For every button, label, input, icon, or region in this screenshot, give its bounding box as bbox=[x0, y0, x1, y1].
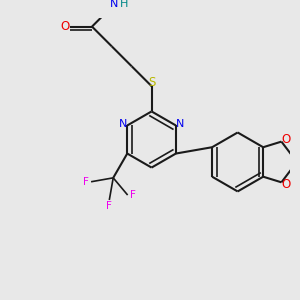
Text: O: O bbox=[281, 178, 291, 191]
Text: F: F bbox=[106, 201, 112, 211]
Text: F: F bbox=[130, 190, 136, 200]
Text: N: N bbox=[110, 0, 118, 9]
Text: N: N bbox=[119, 118, 128, 129]
Text: H: H bbox=[120, 0, 128, 9]
Text: O: O bbox=[281, 133, 291, 146]
Text: N: N bbox=[176, 118, 184, 129]
Text: F: F bbox=[82, 177, 88, 187]
Text: S: S bbox=[148, 76, 155, 89]
Text: O: O bbox=[60, 20, 70, 33]
